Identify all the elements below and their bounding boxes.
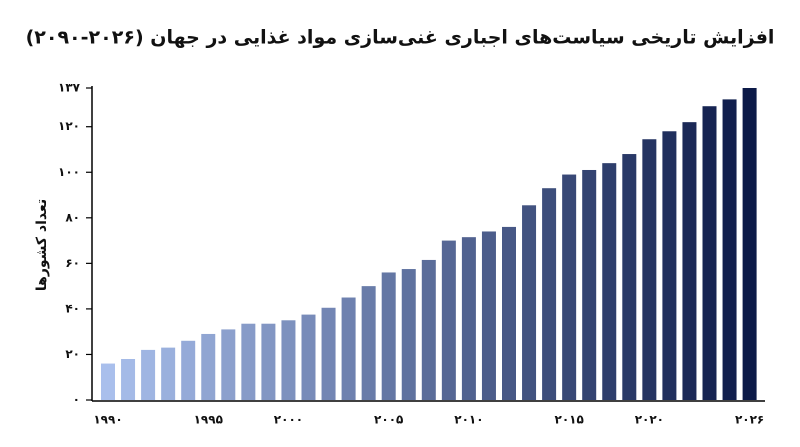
x-tick-label: ۲۰۰۰: [274, 413, 303, 427]
y-tick-label: ۸۰: [65, 210, 80, 224]
x-tick-label: ۲۰۰۵: [374, 413, 403, 427]
y-axis-label: تعداد کشورها: [34, 199, 50, 291]
y-tick-label: ۱۳۷: [58, 81, 81, 95]
bar: [101, 363, 115, 400]
bar: [261, 323, 276, 400]
bar: [241, 323, 256, 400]
x-tick-label: ۲۰۱۰: [454, 413, 483, 427]
y-tick-label: ۲۰: [65, 347, 80, 361]
bar: [502, 226, 516, 400]
x-tick-label: ۱۹۹۵: [194, 413, 223, 427]
bar: [441, 240, 456, 400]
bar: [702, 106, 717, 400]
bar: [321, 307, 336, 400]
x-tick-label: ۲۰۱۵: [555, 413, 584, 427]
bar: [562, 174, 577, 400]
bar: [522, 205, 537, 400]
bar: [642, 139, 657, 400]
bar: [341, 297, 356, 400]
bar: [281, 320, 296, 400]
bar: [221, 329, 236, 400]
y-tick-label: ۱۲۰: [58, 119, 80, 133]
bar: [662, 131, 677, 400]
bar: [481, 231, 496, 400]
bar: [421, 259, 436, 400]
chart-title: افزایش تاریخی سیاست‌های اجباری غنی‌سازی …: [26, 27, 775, 49]
bar: [301, 314, 316, 400]
bar: [461, 237, 476, 400]
bar: [161, 347, 176, 400]
x-tick-label: ۱۹۹۰: [93, 413, 122, 427]
bar: [722, 99, 737, 400]
y-tick-label: ۴۰: [65, 301, 80, 315]
bar: [361, 286, 376, 400]
bar: [201, 333, 216, 400]
bar: [121, 359, 136, 400]
bar: [742, 88, 757, 400]
y-tick-label: ۶۰: [65, 256, 80, 270]
bar: [602, 163, 617, 400]
bar: [381, 272, 396, 400]
y-tick-label: ۰: [73, 393, 80, 407]
bar: [682, 122, 697, 400]
y-tick-label: ۱۰۰: [58, 165, 80, 179]
bar: [401, 269, 416, 400]
bar: [181, 340, 196, 400]
x-tick-label: ۲۰۲۶: [735, 413, 764, 427]
bar: [582, 169, 597, 400]
x-tick-label: ۲۰۲۰: [635, 413, 664, 427]
bar: [141, 349, 156, 400]
bar: [542, 188, 557, 400]
bar: [622, 154, 637, 400]
